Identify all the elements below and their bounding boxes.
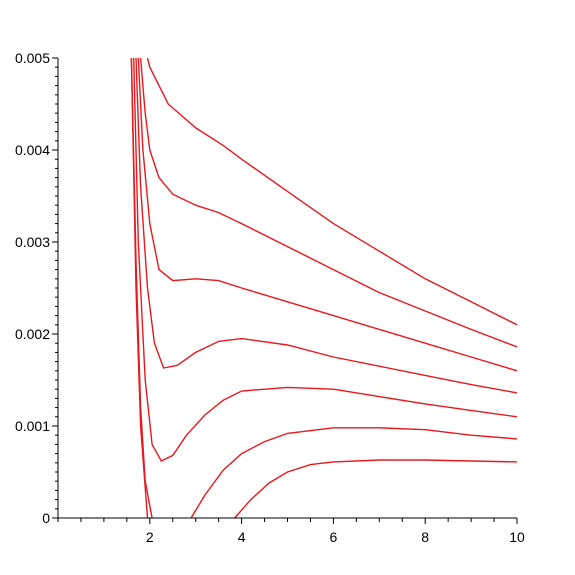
y-tick-label: 0.001 [15,418,50,434]
y-tick-label: 0.002 [15,326,50,342]
x-tick-label: 2 [146,529,154,545]
series-line-2 [139,57,518,348]
series-line-1 [146,57,518,326]
series-line-7 [130,57,153,519]
y-tick-label: 0.004 [15,142,50,158]
series-line-9 [234,459,518,519]
x-tick-label: 4 [238,529,246,545]
series-line-3 [137,57,518,372]
x-tick-label: 10 [509,529,525,545]
series-line-4 [135,57,518,394]
y-tick-label: 0.005 [15,50,50,66]
y-ticks: 0 0.001 0.002 0.003 0.004 0.005 [15,50,58,526]
x-ticks: 2 4 6 8 10 [57,518,525,545]
series-line-8 [190,427,518,519]
series-line-6 [130,57,149,519]
y-tick-label: 0 [42,510,50,526]
y-tick-label: 0.003 [15,234,50,250]
plot-area [130,57,518,519]
x-tick-label: 8 [421,529,429,545]
series-line-5 [133,57,518,462]
series-group [130,57,518,519]
x-tick-label: 6 [330,529,338,545]
